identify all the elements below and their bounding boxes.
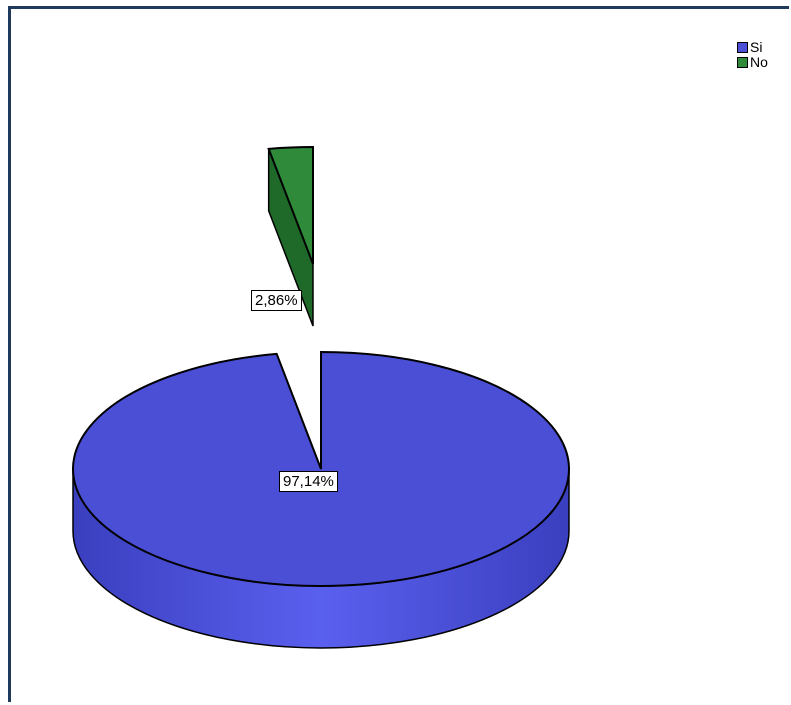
chart-frame: Si No 97,14% 2,86% — [8, 6, 789, 702]
legend-swatch-no — [737, 57, 748, 68]
pie-chart — [72, 145, 570, 649]
legend-item-no: No — [737, 55, 768, 70]
pie-slice-si — [72, 350, 570, 587]
data-label-no: 2,86% — [251, 290, 302, 311]
pie-slice-no — [267, 145, 314, 265]
legend-item-si: Si — [737, 40, 768, 55]
data-label-si: 97,14% — [279, 471, 338, 492]
legend-label-no: No — [750, 54, 768, 70]
legend-label-si: Si — [750, 39, 763, 55]
legend: Si No — [737, 40, 768, 70]
legend-swatch-si — [737, 42, 748, 53]
